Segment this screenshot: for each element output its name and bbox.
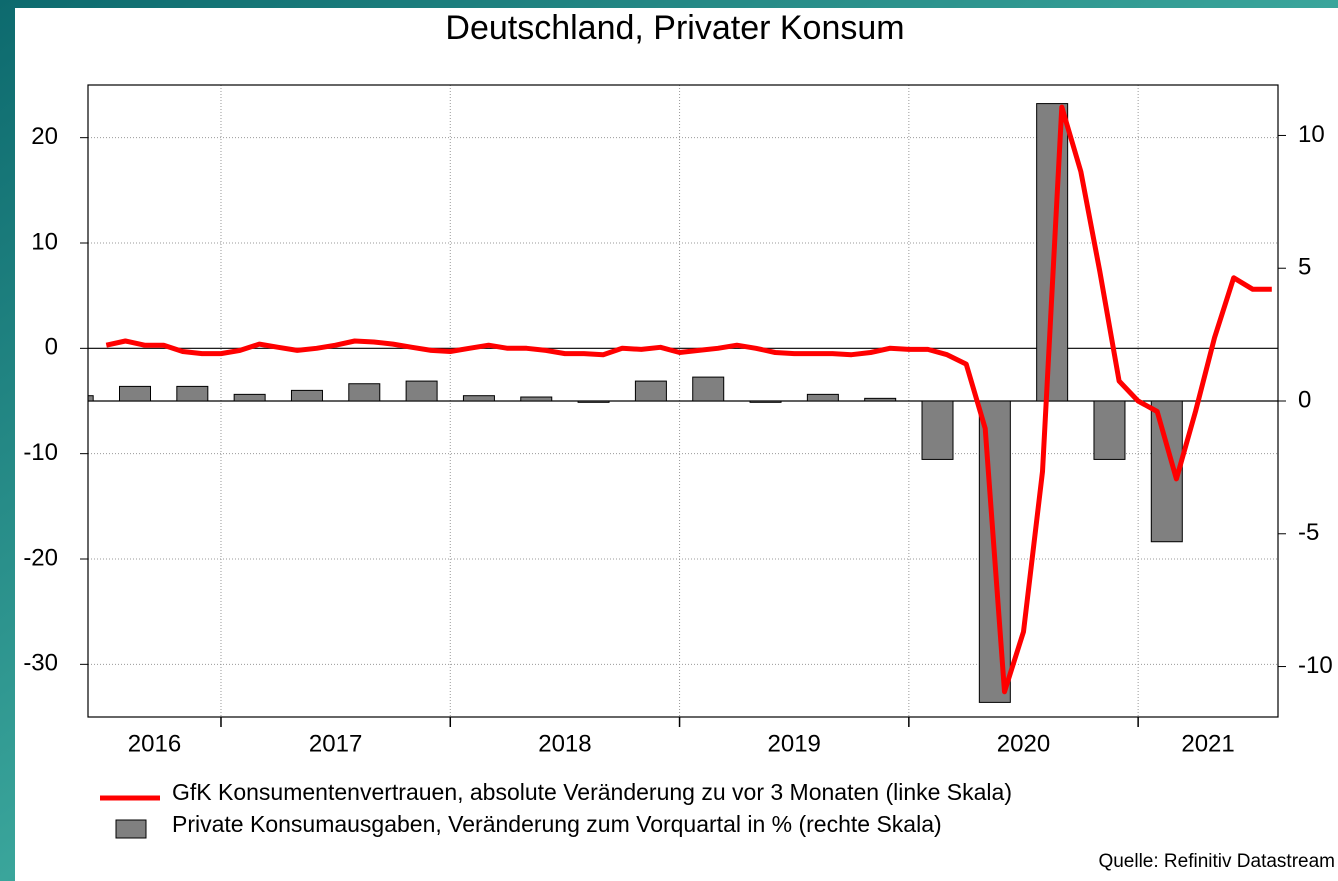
y-tick-label: 20	[31, 123, 58, 150]
source: Quelle: Refinitiv Datastream	[1098, 851, 1335, 872]
bar	[749, 400, 782, 403]
legend: GfK Konsumentenvertrauen, absolute Verän…	[100, 779, 1012, 839]
x-tick-label: 2017	[309, 730, 362, 757]
panel	[15, 8, 1338, 881]
y2-tick-label: -10	[1298, 652, 1333, 679]
x-tick-label: 2021	[1181, 730, 1234, 757]
plot-frame	[87, 84, 1279, 718]
line	[105, 104, 1272, 695]
y2-tick-label: -5	[1298, 519, 1319, 546]
bar	[864, 397, 897, 402]
bar	[348, 383, 381, 402]
x-tick-label: 2016	[128, 730, 181, 757]
bar	[634, 380, 667, 402]
bar	[233, 393, 266, 402]
bar	[176, 385, 209, 402]
bar	[405, 380, 438, 402]
y-tick-label: -20	[23, 544, 58, 571]
legend-label: GfK Konsumentenvertrauen, absolute Verän…	[172, 779, 1012, 805]
y-tick-label: 10	[31, 228, 58, 255]
chart-title: Deutschland, Privater Konsum	[445, 9, 904, 47]
x-tick-label: 2020	[997, 730, 1050, 757]
y-tick-label: -30	[23, 650, 58, 677]
bar	[692, 376, 725, 402]
bar	[119, 385, 152, 402]
y2-tick-label: 10	[1298, 121, 1325, 148]
bar	[806, 393, 839, 402]
bar	[1093, 400, 1126, 460]
bar	[462, 395, 495, 402]
x-tick-label: 2018	[538, 730, 591, 757]
bar	[290, 389, 323, 402]
y-tick-label: 0	[45, 334, 58, 361]
plot-area	[88, 103, 1272, 703]
bar	[88, 395, 94, 402]
bar	[921, 400, 954, 460]
bar	[577, 400, 610, 403]
legend-swatch	[115, 819, 147, 839]
bar	[520, 396, 553, 402]
y2-tick-label: 5	[1298, 254, 1311, 281]
y-tick-label: -10	[23, 439, 58, 466]
legend-label: Private Konsumausgaben, Veränderung zum …	[172, 811, 942, 837]
x-tick-label: 2019	[768, 730, 821, 757]
y2-tick-label: 0	[1298, 386, 1311, 413]
